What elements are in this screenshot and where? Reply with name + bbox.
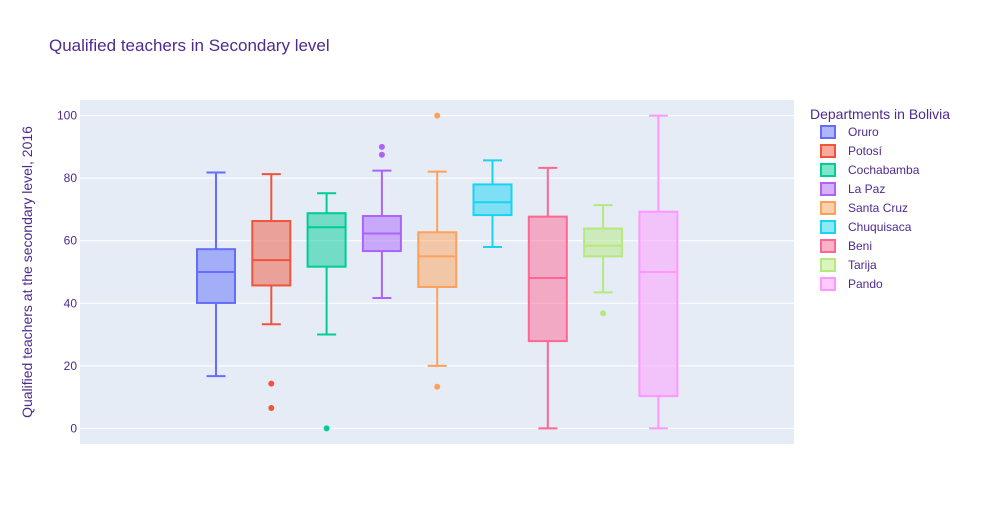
legend-label: La Paz <box>848 182 885 196</box>
box-iqr <box>417 231 458 289</box>
box-beni[interactable] <box>527 166 568 430</box>
box-oruro[interactable] <box>196 171 236 378</box>
legend-item-oruro[interactable]: Oruro <box>820 125 879 139</box>
box-iqr <box>638 210 679 398</box>
outlier-point <box>378 143 385 150</box>
outlier-point <box>434 112 441 119</box>
legend-item-cochabamba[interactable]: Cochabamba <box>820 163 920 177</box>
box-iqr <box>196 248 236 304</box>
legend-label: Potosí <box>848 144 883 158</box>
box-iqr <box>251 220 292 287</box>
box-potos[interactable] <box>251 173 292 412</box>
boxes <box>196 112 679 432</box>
legend-item-tarija[interactable]: Tarija <box>820 258 877 272</box>
box-cochabamba[interactable] <box>306 192 347 432</box>
y-axis-ticks: 0 20 40 60 80 100 <box>57 109 77 436</box>
legend-item-potos[interactable]: Potosí <box>820 144 883 158</box>
legend-swatch <box>820 239 836 253</box>
legend-label: Oruro <box>848 125 879 139</box>
outlier-point <box>323 425 330 432</box>
y-tick-label: 40 <box>64 296 78 310</box>
y-tick-label: 80 <box>64 171 78 185</box>
legend-item-pando[interactable]: Pando <box>820 277 883 291</box>
outlier-point <box>600 310 607 317</box>
y-tick-label: 20 <box>64 359 78 373</box>
legend-swatch <box>820 277 836 291</box>
outlier-point <box>378 151 385 158</box>
chart-title: Qualified teachers in Secondary level <box>49 36 330 55</box>
box-chuquisaca[interactable] <box>472 159 513 248</box>
legend-swatch <box>820 220 836 234</box>
legend-swatch <box>820 144 836 158</box>
y-tick-label: 0 <box>70 421 77 435</box>
legend-title: Departments in Bolivia <box>810 106 950 122</box>
legend-label: Chuquisaca <box>848 220 912 234</box>
legend-swatch <box>820 163 836 177</box>
box-la-paz[interactable] <box>361 143 402 299</box>
box-santa-cruz[interactable] <box>417 112 458 390</box>
legend-label: Beni <box>848 239 872 253</box>
legend-label: Tarija <box>848 258 877 272</box>
legend-item-santa-cruz[interactable]: Santa Cruz <box>820 201 908 215</box>
legend-item-beni[interactable]: Beni <box>820 239 872 253</box>
box-iqr <box>306 212 347 268</box>
legend-label: Cochabamba <box>848 163 920 177</box>
y-axis-label: Qualified teachers at the secondary leve… <box>19 126 35 418</box>
outlier-point <box>268 380 275 387</box>
box-iqr <box>472 183 513 217</box>
legend-swatch <box>820 125 836 139</box>
box-tarija[interactable] <box>583 204 624 317</box>
legend-label: Santa Cruz <box>848 201 908 215</box>
y-tick-label: 100 <box>57 109 77 123</box>
legend-swatch <box>820 201 836 215</box>
legend-label: Pando <box>848 277 883 291</box>
outlier-point <box>268 405 275 412</box>
y-tick-label: 60 <box>64 234 78 248</box>
legend-swatch <box>820 182 836 196</box>
box-iqr <box>583 227 624 258</box>
legend-item-la-paz[interactable]: La Paz <box>820 182 885 196</box>
legend-item-chuquisaca[interactable]: Chuquisaca <box>820 220 912 234</box>
legend-swatch <box>820 258 836 272</box>
outlier-point <box>434 383 441 390</box>
legend: Oruro Potosí Cochabamba La Paz Santa Cruz Chu… <box>820 125 920 291</box>
box-pando[interactable] <box>638 114 679 430</box>
